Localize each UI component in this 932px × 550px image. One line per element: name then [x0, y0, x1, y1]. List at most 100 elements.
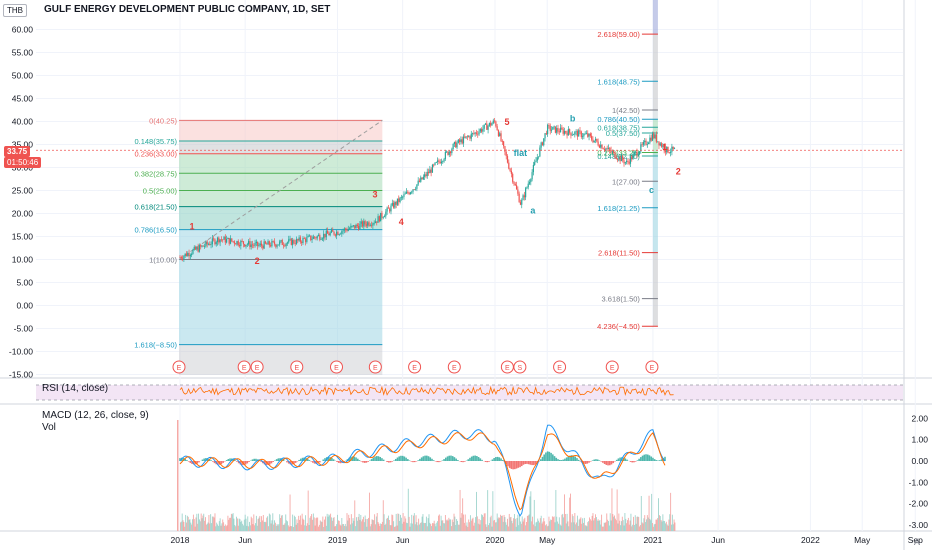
macd-histogram-bar [451, 456, 454, 461]
macd-histogram-bar [365, 461, 368, 463]
volume-bar [571, 514, 573, 531]
candle-body [276, 245, 278, 247]
volume-bar [472, 517, 474, 531]
volume-bar [390, 525, 392, 531]
candle-body [267, 241, 269, 245]
macd-histogram-bar [457, 460, 459, 461]
volume-bar [233, 518, 235, 531]
candle-body [570, 132, 572, 136]
candle-body [272, 241, 274, 242]
candle-body [662, 145, 664, 147]
candle-body [547, 124, 549, 135]
macd-histogram-bar [426, 455, 428, 461]
volume-bar [646, 515, 648, 531]
volume-bar [653, 524, 655, 531]
candle-body [457, 139, 459, 143]
volume-bar [652, 523, 653, 531]
volume-bar [262, 514, 264, 531]
volume-bar [580, 517, 582, 531]
volume-bar [191, 524, 193, 531]
candle-body [328, 233, 330, 236]
candle-body [236, 241, 238, 245]
price-tick-label: 60.00 [12, 25, 34, 35]
candle-body [602, 148, 604, 150]
macd-histogram-bar [562, 459, 564, 461]
candle-body [618, 156, 620, 160]
volume-bar [326, 513, 328, 531]
candle-body [299, 237, 301, 242]
volume-bar [536, 521, 538, 531]
rsi-label[interactable]: RSI (14, close) [42, 383, 109, 394]
volume-bar [234, 524, 236, 531]
volume-bar [502, 521, 504, 531]
macd-tick-label: -2.00 [909, 499, 929, 509]
volume-bar [602, 526, 604, 531]
time-tick-label: Jun [238, 535, 252, 545]
volume-bar [425, 522, 426, 531]
volume-bar [231, 514, 233, 531]
macd-histogram-bar [526, 461, 528, 464]
volume-bar [667, 525, 669, 531]
volume-bar [362, 519, 363, 531]
macd-histogram-bar [336, 461, 338, 462]
event-marker-icon [290, 360, 304, 374]
candle-body [302, 238, 304, 243]
volume-bar [230, 513, 232, 531]
volume-bar [500, 514, 502, 531]
macd-label[interactable]: MACD (12, 26, close, 9) [42, 410, 149, 421]
macd-histogram-bar [602, 461, 604, 463]
macd-histogram-bar [391, 461, 394, 462]
volume-bar [565, 523, 567, 531]
volume-bar [614, 515, 615, 531]
volume-bar [461, 513, 463, 531]
candle-body [321, 238, 323, 240]
candle-body [246, 244, 248, 246]
macd-histogram-bar [527, 461, 530, 465]
volume-bar [631, 526, 633, 531]
candle-body [540, 142, 542, 148]
wave-label: a [530, 206, 536, 216]
candle-body [368, 222, 370, 226]
macd-histogram-bar [427, 456, 430, 461]
volume-bar [279, 514, 281, 531]
auto-scale-button[interactable]: A [914, 537, 921, 547]
volume-bar [239, 519, 241, 531]
candle-body [196, 247, 198, 250]
candle-body [448, 151, 450, 155]
macd-histogram-bar [327, 456, 330, 461]
volume-bar [413, 513, 415, 531]
candle-body [667, 146, 669, 153]
currency-badge[interactable]: THB [3, 4, 27, 17]
volume-bar [624, 513, 626, 531]
volume-bar [284, 523, 286, 531]
macd-histogram-bar [612, 461, 615, 464]
volume-bar [351, 523, 353, 531]
volume-bar [417, 525, 419, 531]
candle-body [660, 143, 663, 147]
volume-bar [214, 513, 216, 531]
candle-body [219, 239, 221, 243]
candle-body [227, 237, 229, 239]
fib1-zone [179, 173, 383, 191]
macd-histogram-bar [664, 456, 666, 461]
volume-bar [323, 526, 325, 531]
candle-body [414, 188, 417, 190]
volume-bar [282, 524, 284, 531]
wave-label: 3 [372, 189, 377, 199]
volume-bar [388, 519, 390, 531]
candle-body [636, 151, 638, 156]
volume-bar [416, 522, 418, 531]
event-marker-icon [447, 360, 461, 374]
candle-body [376, 221, 378, 223]
candle-body [562, 129, 564, 134]
fib1-zone [179, 190, 383, 207]
volume-bar [319, 520, 321, 531]
fib2-zone [652, 0, 658, 35]
candle-body [284, 245, 286, 247]
candle-body [264, 241, 267, 244]
volume-bar [249, 521, 250, 531]
vol-label[interactable]: Vol [42, 422, 56, 433]
volume-bar [200, 513, 202, 531]
candle-body [537, 156, 540, 158]
